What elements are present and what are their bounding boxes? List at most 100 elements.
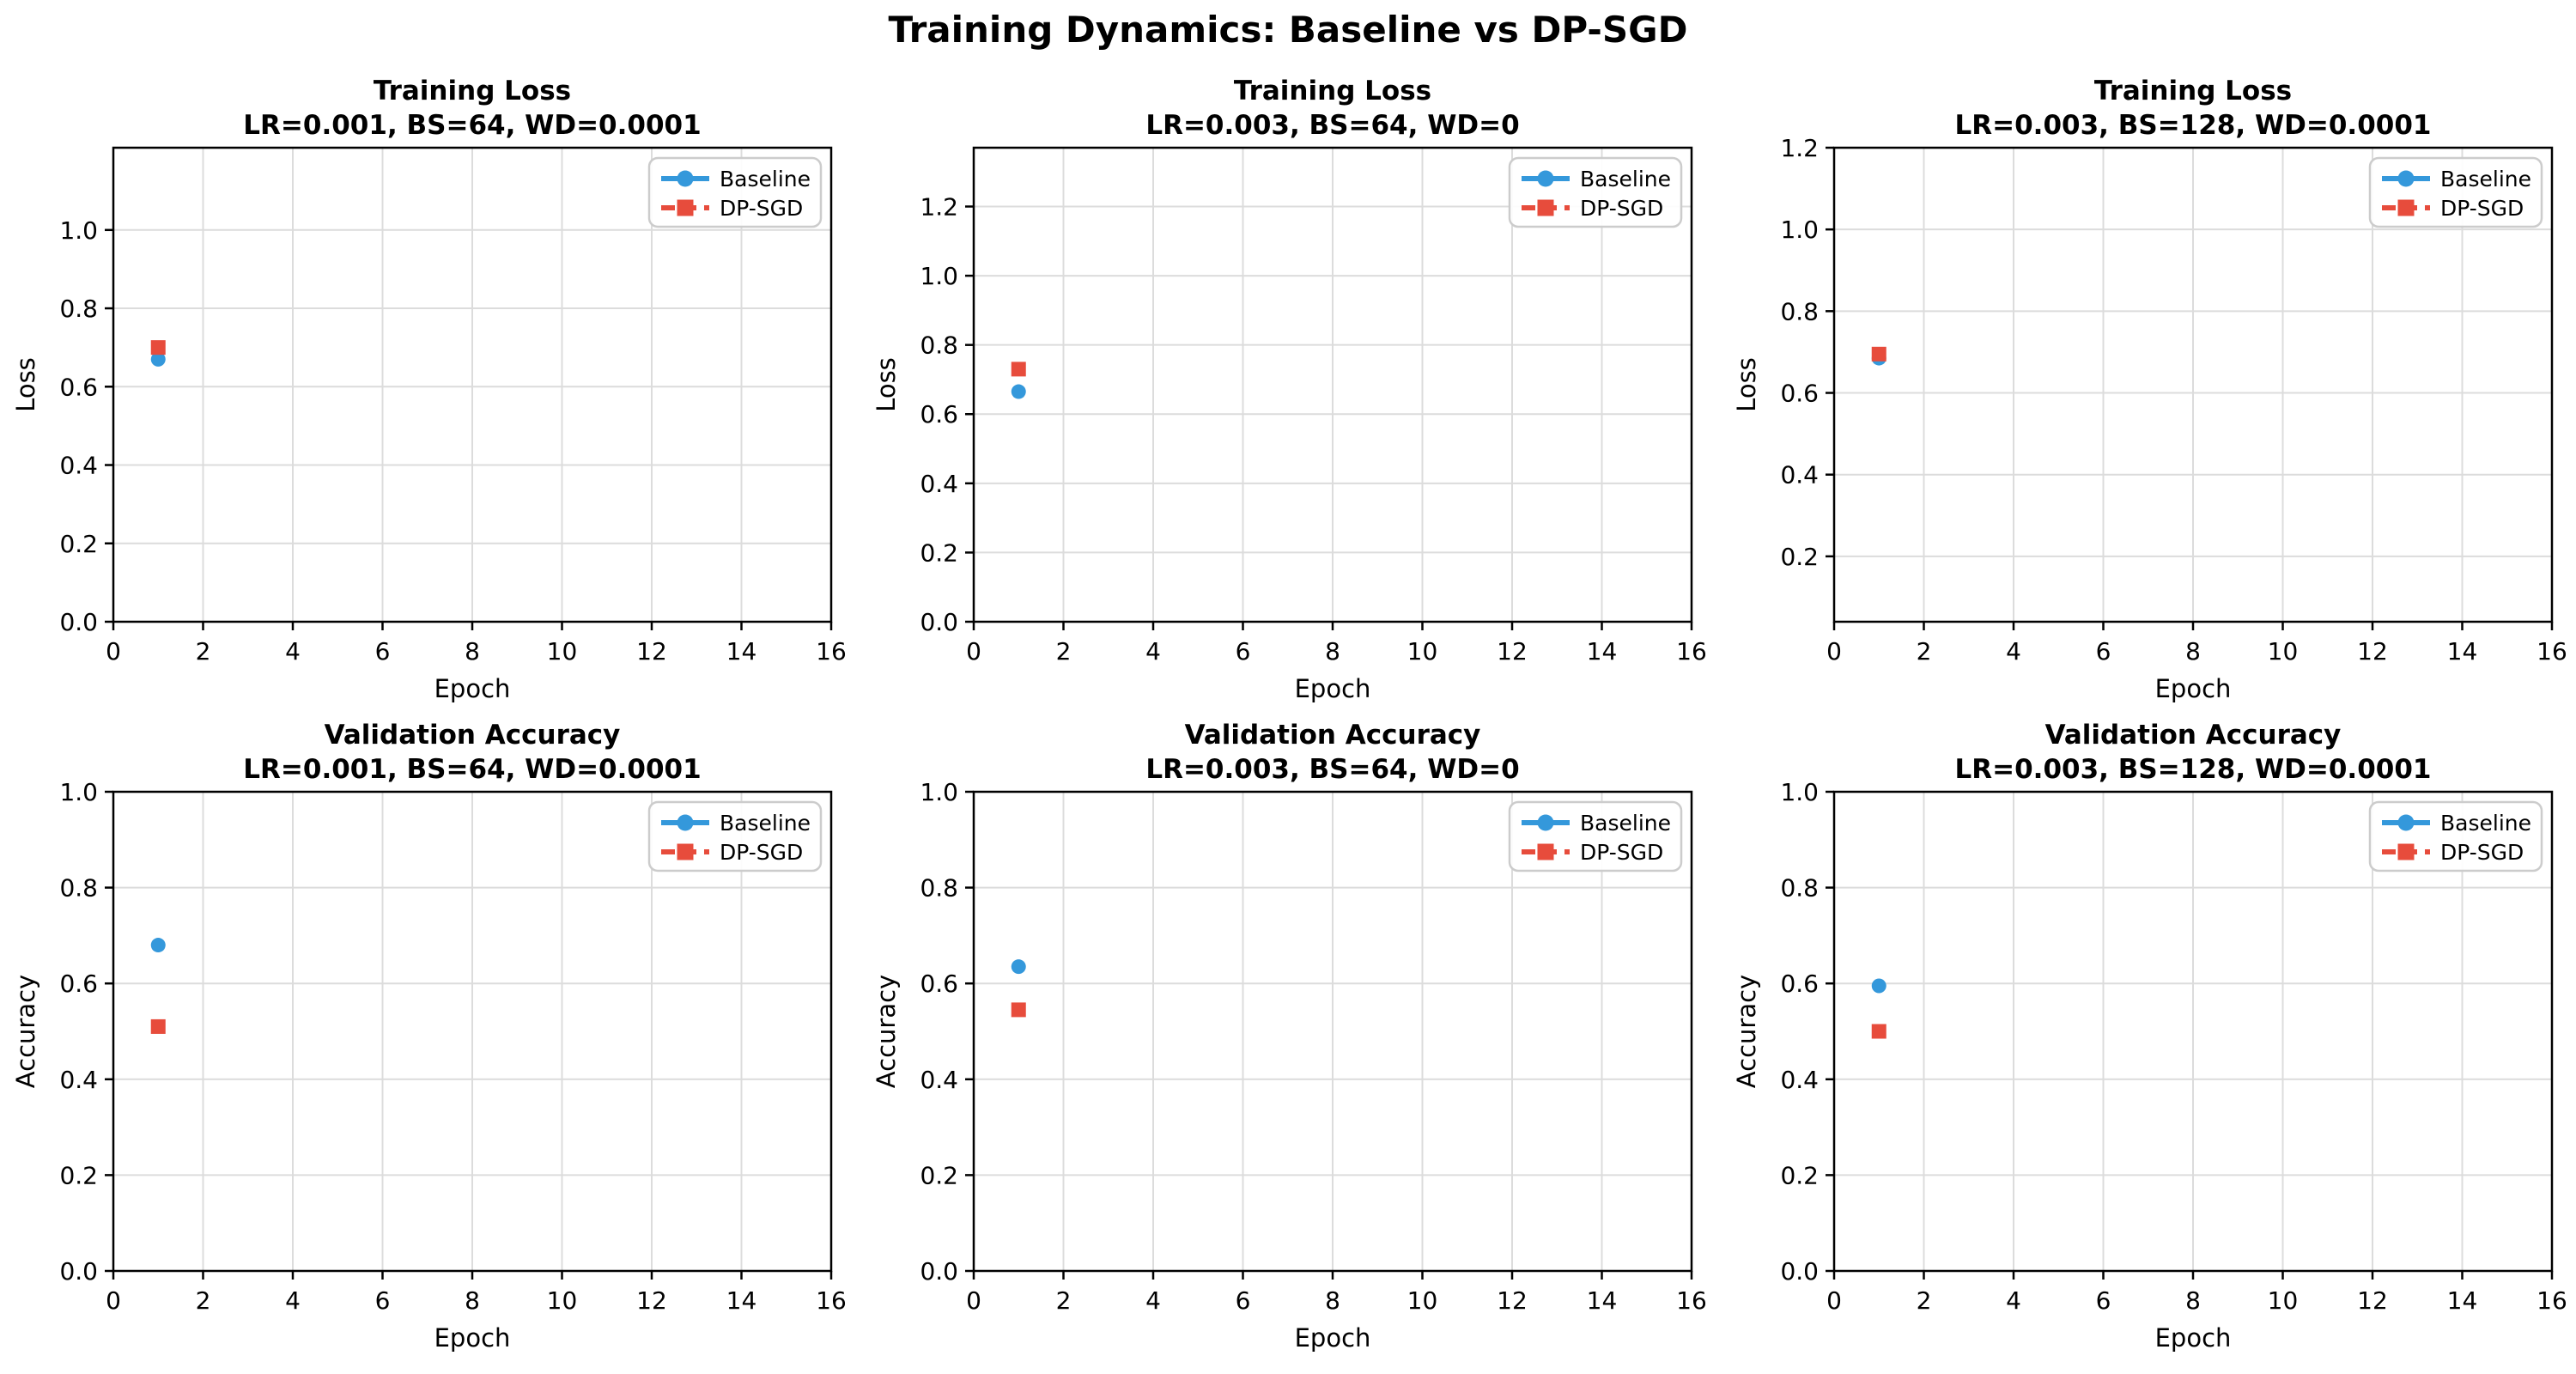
data-point-baseline — [150, 351, 166, 367]
x-tick-label: 0 — [106, 637, 121, 666]
chart-title: Validation Accuracy — [2045, 720, 2342, 751]
x-tick-label: 12 — [2357, 1286, 2388, 1315]
y-tick-label: 0.0 — [59, 608, 98, 636]
x-tick-label: 6 — [375, 637, 391, 666]
y-axis-label: Loss — [1732, 357, 1761, 412]
x-tick-label: 14 — [1587, 1286, 1618, 1315]
x-tick-label: 4 — [1145, 637, 1161, 666]
y-tick-label: 0.8 — [1780, 297, 1819, 325]
data-point-dp-sgd — [150, 340, 166, 356]
y-tick-label: 0.6 — [1780, 380, 1819, 408]
x-axis-label: Epoch — [2155, 1323, 2232, 1353]
chart-title: Validation Accuracy — [325, 720, 621, 751]
chart-title: Training Loss — [374, 76, 571, 106]
data-point-dp-sgd — [1871, 346, 1886, 362]
y-tick-label: 0.2 — [1780, 543, 1819, 571]
x-tick-label: 10 — [1407, 637, 1438, 666]
subplot-5: 0 2 4 6 8 10 12 14 16 0.0 0.2 0.4 0.6 0.8 1.0 Epoch Accu… — [872, 720, 1707, 1353]
chart-title: Training Loss — [1234, 76, 1431, 106]
y-tick-label: 1.0 — [1780, 778, 1819, 806]
legend-item-label: Baseline — [1580, 167, 1671, 192]
x-tick-label: 4 — [2006, 637, 2021, 666]
x-tick-label: 16 — [1676, 1286, 1707, 1315]
x-tick-label: 0 — [1826, 1286, 1842, 1315]
y-tick-label: 0.0 — [1780, 1257, 1819, 1286]
x-tick-label: 6 — [1236, 637, 1251, 666]
x-tick-label: 16 — [2537, 1286, 2567, 1315]
y-tick-label: 0.2 — [920, 1161, 958, 1189]
y-tick-label: 0.6 — [59, 373, 98, 401]
x-tick-label: 10 — [1407, 1286, 1438, 1315]
y-tick-label: 1.2 — [1780, 134, 1819, 162]
x-tick-label: 16 — [1676, 637, 1707, 666]
y-tick-label: 0.2 — [59, 1161, 98, 1189]
legend: Baseline DP-SGD — [647, 800, 823, 872]
legend-marker-circle — [1537, 814, 1554, 831]
legend: Baseline DP-SGD — [1508, 156, 1683, 228]
x-tick-label: 14 — [726, 1286, 757, 1315]
legend-item-label: Baseline — [720, 167, 811, 192]
x-tick-label: 2 — [1056, 637, 1072, 666]
data-point-baseline — [1011, 384, 1026, 399]
y-tick-label: 0.8 — [920, 331, 958, 360]
x-axis-label: Epoch — [434, 674, 511, 703]
x-tick-label: 0 — [1826, 637, 1842, 666]
x-tick-label: 8 — [465, 637, 480, 666]
y-tick-label: 0.6 — [920, 400, 958, 429]
x-axis-label: Epoch — [2155, 674, 2232, 703]
x-tick-label: 8 — [1325, 637, 1340, 666]
x-axis-label: Epoch — [1295, 1323, 1371, 1353]
legend-marker-square — [1537, 199, 1554, 216]
chart-subtitle: LR=0.003, BS=64, WD=0 — [1145, 110, 1519, 141]
y-tick-label: 1.2 — [920, 192, 958, 221]
x-tick-label: 2 — [1917, 637, 1932, 666]
legend-item-label: DP-SGD — [2440, 840, 2524, 865]
y-tick-label: 0.8 — [59, 295, 98, 323]
x-tick-label: 2 — [196, 637, 211, 666]
subplot-6: 0 2 4 6 8 10 12 14 16 0.0 0.2 0.4 0.6 0.8 1.0 Epoch Accu… — [1732, 720, 2567, 1353]
chart-title: Validation Accuracy — [1185, 720, 1481, 751]
y-tick-label: 0.6 — [59, 970, 98, 998]
x-tick-label: 12 — [636, 1286, 667, 1315]
x-tick-label: 0 — [966, 1286, 981, 1315]
x-tick-label: 6 — [2096, 637, 2111, 666]
legend-marker-square — [2397, 843, 2415, 860]
y-tick-label: 0.2 — [1780, 1161, 1819, 1189]
x-tick-label: 10 — [547, 637, 578, 666]
legend-item-label: DP-SGD — [720, 196, 803, 221]
data-point-baseline — [1871, 978, 1886, 994]
x-tick-label: 12 — [1497, 1286, 1528, 1315]
legend-item-label: Baseline — [2440, 811, 2531, 836]
y-axis-label: Accuracy — [11, 975, 40, 1088]
y-tick-label: 0.2 — [59, 530, 98, 558]
x-tick-label: 14 — [2447, 637, 2478, 666]
y-tick-label: 0.4 — [59, 452, 98, 480]
y-tick-label: 0.0 — [920, 1257, 958, 1286]
chart-subtitle: LR=0.001, BS=64, WD=0.0001 — [243, 110, 701, 141]
data-point-dp-sgd — [1011, 1002, 1026, 1018]
x-tick-label: 10 — [2268, 637, 2299, 666]
y-tick-label: 0.8 — [1780, 874, 1819, 903]
x-tick-label: 14 — [726, 637, 757, 666]
legend-marker-square — [677, 199, 694, 216]
x-tick-label: 4 — [1145, 1286, 1161, 1315]
legend-item-label: DP-SGD — [720, 840, 803, 865]
x-tick-label: 14 — [1587, 637, 1618, 666]
legend-marker-circle — [1537, 170, 1554, 187]
data-point-baseline — [1011, 959, 1026, 975]
legend-marker-square — [2397, 199, 2415, 216]
x-tick-label: 6 — [2096, 1286, 2111, 1315]
x-tick-label: 4 — [285, 637, 301, 666]
y-tick-label: 0.8 — [59, 874, 98, 903]
x-tick-label: 6 — [375, 1286, 391, 1315]
legend-marker-circle — [677, 814, 694, 831]
y-axis-label: Loss — [872, 357, 901, 412]
y-tick-label: 1.0 — [59, 216, 98, 245]
y-axis-label: Accuracy — [1732, 975, 1761, 1088]
legend-marker-circle — [677, 170, 694, 187]
x-tick-label: 4 — [285, 1286, 301, 1315]
chart-subtitle: LR=0.003, BS=128, WD=0.0001 — [1955, 110, 2432, 141]
y-tick-label: 0.8 — [920, 874, 958, 903]
